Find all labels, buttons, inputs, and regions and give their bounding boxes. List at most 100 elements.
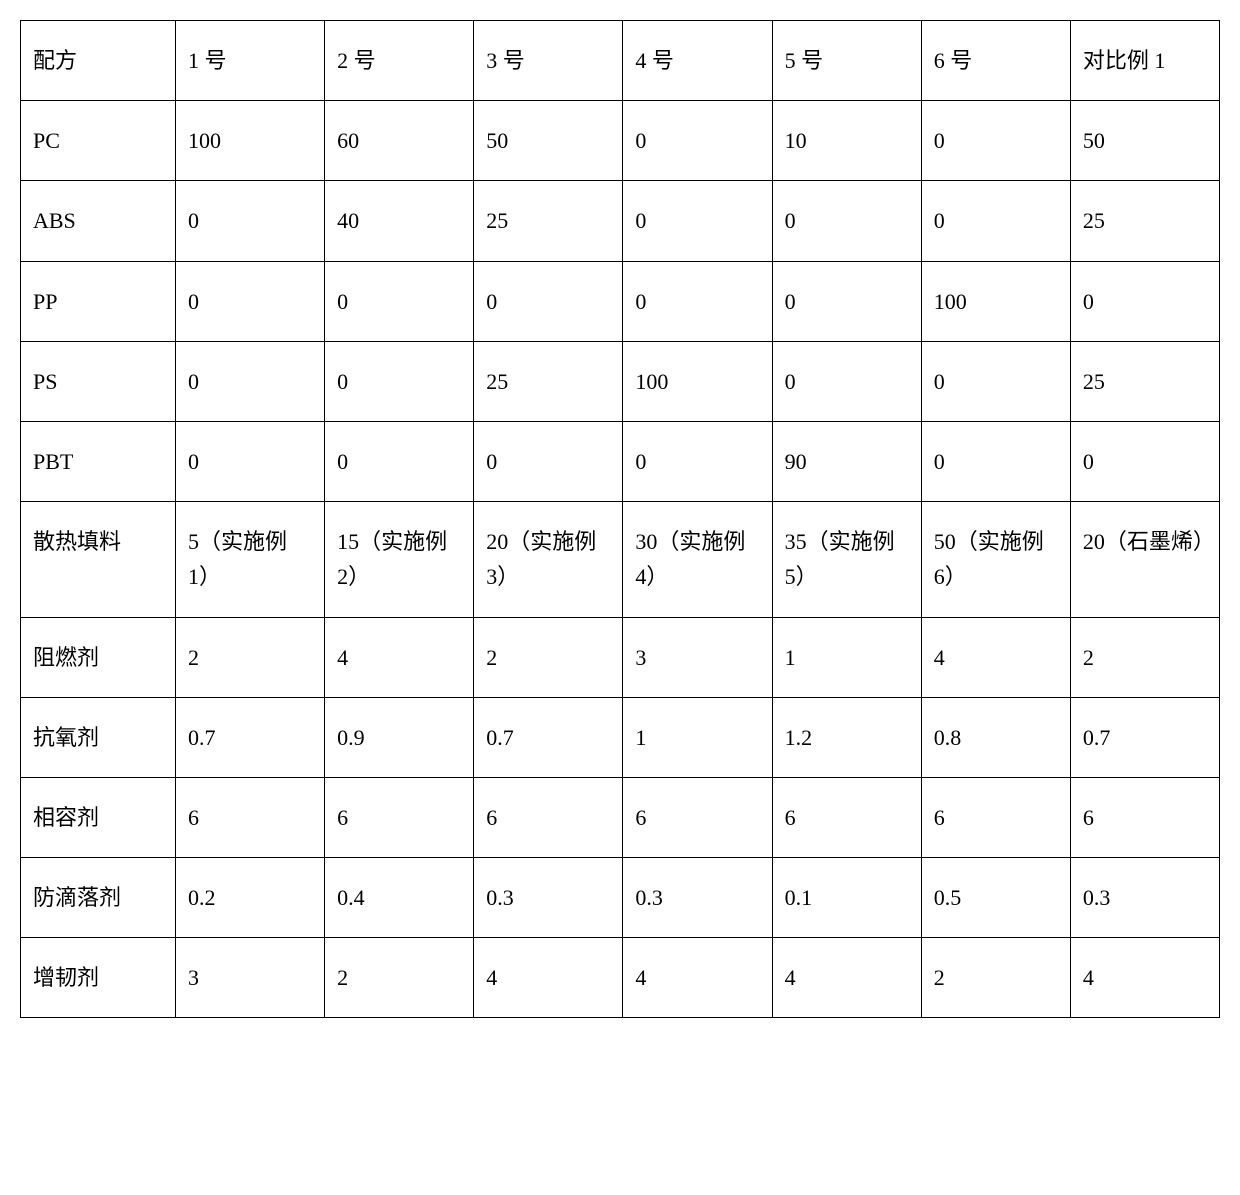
cell: 4 [474,938,623,1018]
cell: 6 [1070,777,1219,857]
cell: 4 [623,938,772,1018]
cell: 100 [623,341,772,421]
cell: 0.2 [176,858,325,938]
header-cell: 配方 [21,21,176,101]
cell: 0.1 [772,858,921,938]
cell: 0 [623,261,772,341]
cell: 1 [772,617,921,697]
cell: 5（实施例 1） [176,502,325,617]
cell: 0 [623,101,772,181]
cell: 0.3 [623,858,772,938]
header-cell: 4 号 [623,21,772,101]
table-body: 配方 1 号 2 号 3 号 4 号 5 号 6 号 对比例 1 PC 100 … [21,21,1220,1018]
table-row: 散热填料 5（实施例 1） 15（实施例 2） 20（实施例 3） 30（实施例… [21,502,1220,617]
cell: 1 [623,697,772,777]
row-label: PBT [21,421,176,501]
header-cell: 2 号 [325,21,474,101]
cell: 0 [176,421,325,501]
cell: 100 [176,101,325,181]
cell: 3 [623,617,772,697]
cell: 40 [325,181,474,261]
formula-table: 配方 1 号 2 号 3 号 4 号 5 号 6 号 对比例 1 PC 100 … [20,20,1220,1018]
table-header-row: 配方 1 号 2 号 3 号 4 号 5 号 6 号 对比例 1 [21,21,1220,101]
cell: 50 [1070,101,1219,181]
row-label: PS [21,341,176,421]
cell: 0 [474,421,623,501]
cell: 0 [921,341,1070,421]
header-cell: 对比例 1 [1070,21,1219,101]
table-row: PS 0 0 25 100 0 0 25 [21,341,1220,421]
cell: 50 [474,101,623,181]
cell: 0.3 [1070,858,1219,938]
cell: 30（实施例 4） [623,502,772,617]
cell: 6 [325,777,474,857]
cell: 2 [474,617,623,697]
cell: 2 [176,617,325,697]
cell: 90 [772,421,921,501]
cell: 3 [176,938,325,1018]
cell: 6 [474,777,623,857]
table-row: PBT 0 0 0 0 90 0 0 [21,421,1220,501]
cell: 0.5 [921,858,1070,938]
header-cell: 1 号 [176,21,325,101]
cell: 0 [921,181,1070,261]
table-row: ABS 0 40 25 0 0 0 25 [21,181,1220,261]
cell: 0 [1070,421,1219,501]
cell: 0 [772,261,921,341]
cell: 2 [325,938,474,1018]
table-row: 防滴落剂 0.2 0.4 0.3 0.3 0.1 0.5 0.3 [21,858,1220,938]
cell: 6 [176,777,325,857]
cell: 0 [176,181,325,261]
row-label: 抗氧剂 [21,697,176,777]
cell: 0 [176,261,325,341]
cell: 20（石墨烯） [1070,502,1219,617]
cell: 25 [1070,181,1219,261]
cell: 10 [772,101,921,181]
row-label: 相容剂 [21,777,176,857]
header-cell: 6 号 [921,21,1070,101]
cell: 4 [921,617,1070,697]
row-label: 阻燃剂 [21,617,176,697]
header-cell: 3 号 [474,21,623,101]
cell: 4 [325,617,474,697]
cell: 50（实施例 6） [921,502,1070,617]
cell: 6 [623,777,772,857]
row-label: 防滴落剂 [21,858,176,938]
cell: 0 [921,421,1070,501]
table-row: 抗氧剂 0.7 0.9 0.7 1 1.2 0.8 0.7 [21,697,1220,777]
cell: 6 [772,777,921,857]
cell: 0 [623,181,772,261]
cell: 0 [325,261,474,341]
row-label: 散热填料 [21,502,176,617]
cell: 0.8 [921,697,1070,777]
row-label: PP [21,261,176,341]
cell: 0 [474,261,623,341]
table-row: 阻燃剂 2 4 2 3 1 4 2 [21,617,1220,697]
cell: 0.7 [176,697,325,777]
cell: 0.9 [325,697,474,777]
cell: 4 [772,938,921,1018]
cell: 60 [325,101,474,181]
row-label: ABS [21,181,176,261]
cell: 0.4 [325,858,474,938]
cell: 0.7 [474,697,623,777]
table-row: PP 0 0 0 0 0 100 0 [21,261,1220,341]
cell: 2 [1070,617,1219,697]
cell: 100 [921,261,1070,341]
cell: 25 [1070,341,1219,421]
cell: 0 [1070,261,1219,341]
cell: 0 [325,341,474,421]
table-row: 增韧剂 3 2 4 4 4 2 4 [21,938,1220,1018]
cell: 25 [474,341,623,421]
cell: 20（实施例 3） [474,502,623,617]
cell: 0.7 [1070,697,1219,777]
cell: 0 [772,341,921,421]
cell: 35（实施例 5） [772,502,921,617]
cell: 4 [1070,938,1219,1018]
cell: 0 [772,181,921,261]
cell: 6 [921,777,1070,857]
cell: 0 [623,421,772,501]
cell: 1.2 [772,697,921,777]
cell: 2 [921,938,1070,1018]
header-cell: 5 号 [772,21,921,101]
